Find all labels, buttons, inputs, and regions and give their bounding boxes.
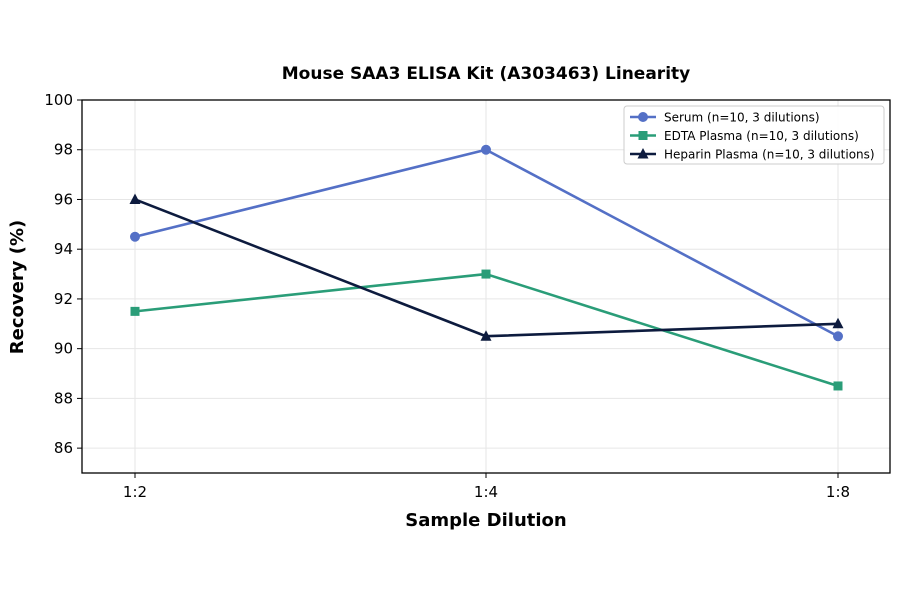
data-point — [130, 306, 140, 316]
y-tick-label: 88 — [54, 389, 73, 407]
y-tick-label: 92 — [54, 290, 73, 308]
x-axis: 1:2 1:4 1:8 — [123, 473, 850, 501]
y-axis-label: Recovery (%) — [7, 220, 28, 354]
x-tick-label: 1:4 — [474, 483, 498, 501]
y-tick-label: 90 — [54, 340, 73, 358]
y-tick-label: 96 — [54, 190, 73, 208]
legend-marker — [638, 112, 648, 122]
legend-marker — [637, 148, 649, 159]
data-point — [832, 317, 844, 329]
x-tick-label: 1:8 — [826, 483, 850, 501]
legend-entry: EDTA Plasma (n=10, 3 dilutions) — [630, 129, 859, 143]
y-axis: 86 88 90 92 94 96 98 100 — [44, 91, 82, 457]
data-point — [833, 381, 843, 391]
legend-label: EDTA Plasma (n=10, 3 dilutions) — [664, 129, 859, 143]
y-tick-label: 86 — [54, 439, 73, 457]
y-tick-label: 98 — [54, 141, 73, 159]
series-3 — [129, 193, 844, 341]
x-tick-label: 1:2 — [123, 483, 147, 501]
legend-marker — [638, 131, 648, 140]
x-axis-label: Sample Dilution — [405, 510, 566, 531]
series-layer — [129, 144, 844, 391]
chart-title: Mouse SAA3 ELISA Kit (A303463) Linearity — [282, 64, 690, 84]
data-point — [481, 144, 491, 155]
legend-label: Serum (n=10, 3 dilutions) — [664, 111, 820, 125]
data-point — [833, 331, 843, 342]
legend-box — [623, 105, 885, 165]
series-1 — [130, 144, 843, 342]
y-tick-label: 100 — [44, 91, 73, 109]
legend-label: Heparin Plasma (n=10, 3 dilutions) — [664, 148, 875, 162]
data-point — [129, 193, 141, 204]
legend-entry: Heparin Plasma (n=10, 3 dilutions) — [630, 148, 875, 162]
data-point — [480, 330, 492, 341]
legend: Serum (n=10, 3 dilutions) EDTA Plasma (n=… — [623, 105, 885, 165]
data-point — [481, 269, 491, 279]
y-tick-label: 94 — [54, 240, 73, 258]
series-2 — [130, 269, 843, 391]
data-point — [130, 231, 140, 242]
legend-entry: Serum (n=10, 3 dilutions) — [630, 111, 820, 125]
